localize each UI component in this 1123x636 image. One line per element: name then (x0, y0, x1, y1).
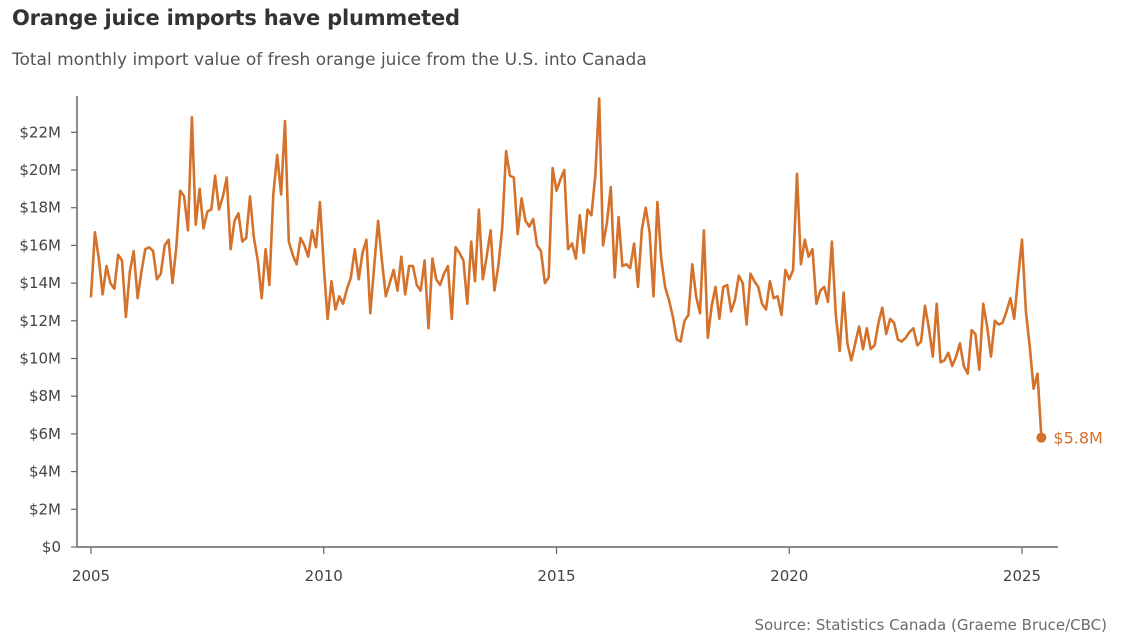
y-tick-label: $6M (29, 425, 61, 443)
y-tick-label: $22M (19, 123, 61, 141)
series-line-orange-juice-imports (89, 97, 1043, 439)
line-chart: $0 $2M $4M $6M $8M $10M $12M $14M $16M $18M $20M $2… (19, 96, 1103, 585)
x-tick-label: 2025 (1003, 567, 1041, 585)
y-tick-label: $16M (19, 236, 61, 254)
chart-subtitle: Total monthly import value of fresh oran… (12, 50, 647, 70)
x-tick-label: 2010 (305, 567, 343, 585)
y-tick-label: $10M (19, 350, 61, 368)
source-note: Source: Statistics Canada (Graeme Bruce/… (754, 616, 1107, 634)
y-tick-label: $8M (29, 387, 61, 405)
y-axis-ticks: $0 $2M $4M $6M $8M $10M $12M $14M $16M $18M $20M $2… (19, 123, 77, 556)
x-tick-label: 2015 (537, 567, 575, 585)
x-tick-label: 2005 (72, 567, 110, 585)
end-point-label: $5.8M (1053, 429, 1102, 448)
x-axis-ticks: 2005 2010 2015 2020 2025 (72, 547, 1041, 585)
chart-title: Orange juice imports have plummeted (12, 6, 460, 30)
y-tick-label: $12M (19, 312, 61, 330)
y-tick-label: $14M (19, 274, 61, 292)
end-point-marker (1036, 432, 1047, 443)
y-tick-label: $20M (19, 161, 61, 179)
y-tick-label: $2M (29, 500, 61, 518)
x-tick-label: 2020 (770, 567, 808, 585)
y-tick-label: $18M (19, 199, 61, 217)
y-tick-label: $0 (42, 538, 61, 556)
y-tick-label: $4M (29, 463, 61, 481)
